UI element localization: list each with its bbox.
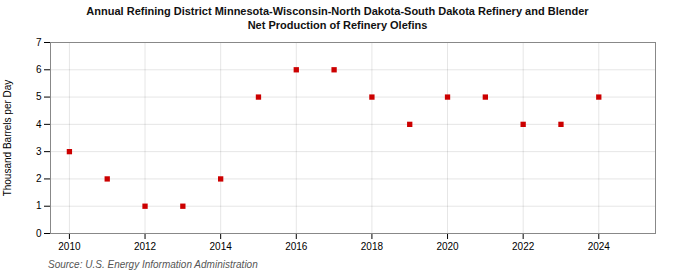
svg-text:1: 1: [36, 200, 42, 211]
svg-text:2010: 2010: [58, 241, 81, 252]
html-text:Annual Refining District Minne: Annual Refining District Minnesota-Wisco…: [86, 5, 589, 17]
svg-text:7: 7: [36, 37, 42, 48]
svg-text:2: 2: [36, 173, 42, 184]
svg-text:4: 4: [36, 119, 42, 130]
html-text:Source: U.S. Energy Informatio: Source: U.S. Energy Information Administ…: [48, 259, 258, 270]
svg-text:2024: 2024: [588, 241, 611, 252]
svg-text:5: 5: [36, 91, 42, 102]
svg-text:3: 3: [36, 146, 42, 157]
svg-text:Thousand Barrels per Day: Thousand Barrels per Day: [2, 80, 13, 197]
svg-text:2020: 2020: [436, 241, 459, 252]
svg-text:2022: 2022: [512, 241, 535, 252]
svg-text:0: 0: [36, 228, 42, 239]
svg-text:2014: 2014: [210, 241, 233, 252]
svg-text:6: 6: [36, 64, 42, 75]
html-text:Net Production of Refinery Ole: Net Production of Refinery Olefins: [247, 19, 428, 31]
svg-text:2016: 2016: [285, 241, 308, 252]
svg-text:2018: 2018: [361, 241, 384, 252]
svg-text:2012: 2012: [134, 241, 157, 252]
